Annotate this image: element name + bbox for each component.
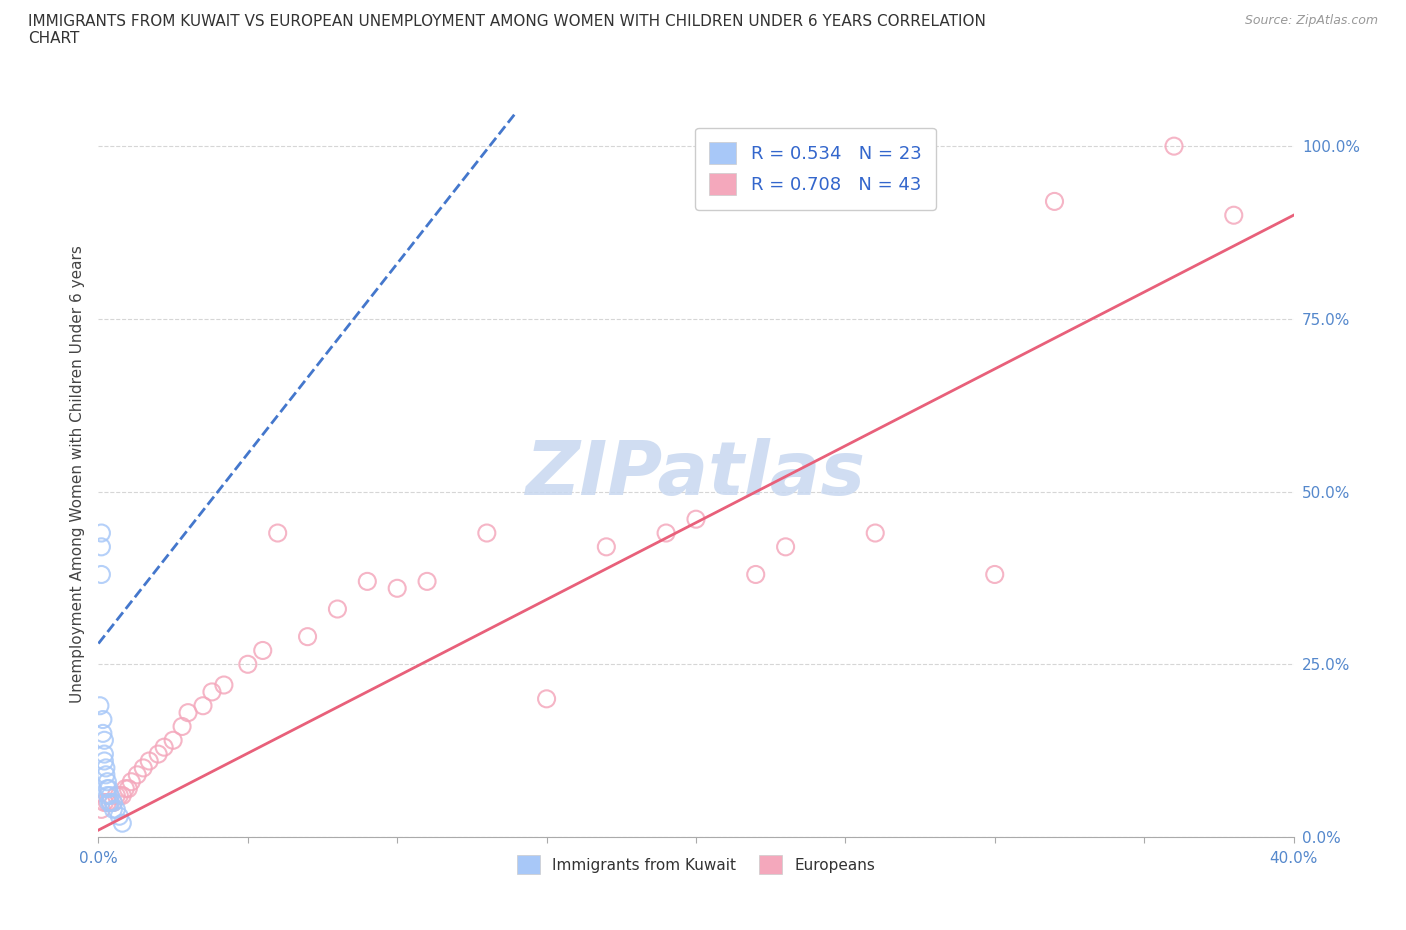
Point bbox=[416, 574, 439, 589]
Point bbox=[114, 781, 136, 796]
Point bbox=[894, 194, 917, 209]
Point bbox=[172, 719, 194, 734]
Point bbox=[120, 775, 142, 790]
Point bbox=[105, 788, 128, 803]
Point bbox=[98, 788, 122, 803]
Point bbox=[132, 761, 155, 776]
Point bbox=[91, 726, 114, 741]
Point bbox=[385, 581, 409, 596]
Point bbox=[201, 684, 224, 699]
Point bbox=[1043, 194, 1066, 209]
Point bbox=[89, 698, 111, 713]
Point bbox=[191, 698, 214, 713]
Point bbox=[108, 809, 131, 824]
Point bbox=[108, 788, 131, 803]
Point bbox=[1223, 207, 1246, 222]
Point bbox=[91, 712, 114, 727]
Point bbox=[475, 525, 498, 540]
Point bbox=[127, 767, 149, 782]
Point bbox=[96, 788, 118, 803]
Point bbox=[775, 539, 797, 554]
Y-axis label: Unemployment Among Women with Children Under 6 years: Unemployment Among Women with Children U… bbox=[69, 246, 84, 703]
Point bbox=[153, 739, 176, 754]
Point bbox=[90, 539, 112, 554]
Point bbox=[1163, 139, 1185, 153]
Point bbox=[93, 733, 115, 748]
Point bbox=[96, 781, 118, 796]
Point bbox=[90, 525, 112, 540]
Point bbox=[138, 753, 160, 768]
Point bbox=[93, 795, 115, 810]
Point bbox=[103, 802, 125, 817]
Point bbox=[655, 525, 678, 540]
Point bbox=[103, 795, 125, 810]
Point bbox=[252, 643, 274, 658]
Point bbox=[356, 574, 378, 589]
Point bbox=[94, 761, 117, 776]
Point bbox=[162, 733, 184, 748]
Point bbox=[236, 657, 259, 671]
Point bbox=[98, 795, 122, 810]
Point bbox=[148, 747, 170, 762]
Point bbox=[90, 567, 112, 582]
Text: Source: ZipAtlas.com: Source: ZipAtlas.com bbox=[1244, 14, 1378, 27]
Point bbox=[105, 802, 128, 817]
Point bbox=[96, 775, 118, 790]
Point bbox=[97, 795, 120, 810]
Text: IMMIGRANTS FROM KUWAIT VS EUROPEAN UNEMPLOYMENT AMONG WOMEN WITH CHILDREN UNDER : IMMIGRANTS FROM KUWAIT VS EUROPEAN UNEMP… bbox=[28, 14, 986, 46]
Point bbox=[267, 525, 290, 540]
Point bbox=[177, 705, 200, 720]
Point bbox=[297, 630, 319, 644]
Point bbox=[93, 747, 115, 762]
Legend: Immigrants from Kuwait, Europeans: Immigrants from Kuwait, Europeans bbox=[510, 849, 882, 880]
Point bbox=[595, 539, 617, 554]
Point bbox=[103, 795, 125, 810]
Point bbox=[98, 795, 122, 810]
Point bbox=[536, 691, 558, 706]
Text: ZIPatlas: ZIPatlas bbox=[526, 438, 866, 511]
Point bbox=[111, 816, 134, 830]
Point bbox=[685, 512, 707, 526]
Point bbox=[117, 781, 139, 796]
Point bbox=[212, 678, 235, 693]
Point bbox=[93, 753, 115, 768]
Point bbox=[111, 788, 134, 803]
Point bbox=[94, 767, 117, 782]
Point bbox=[90, 802, 112, 817]
Point bbox=[865, 525, 887, 540]
Point bbox=[984, 567, 1007, 582]
Point bbox=[96, 795, 118, 810]
Point bbox=[326, 602, 349, 617]
Point bbox=[97, 781, 120, 796]
Point bbox=[745, 567, 768, 582]
